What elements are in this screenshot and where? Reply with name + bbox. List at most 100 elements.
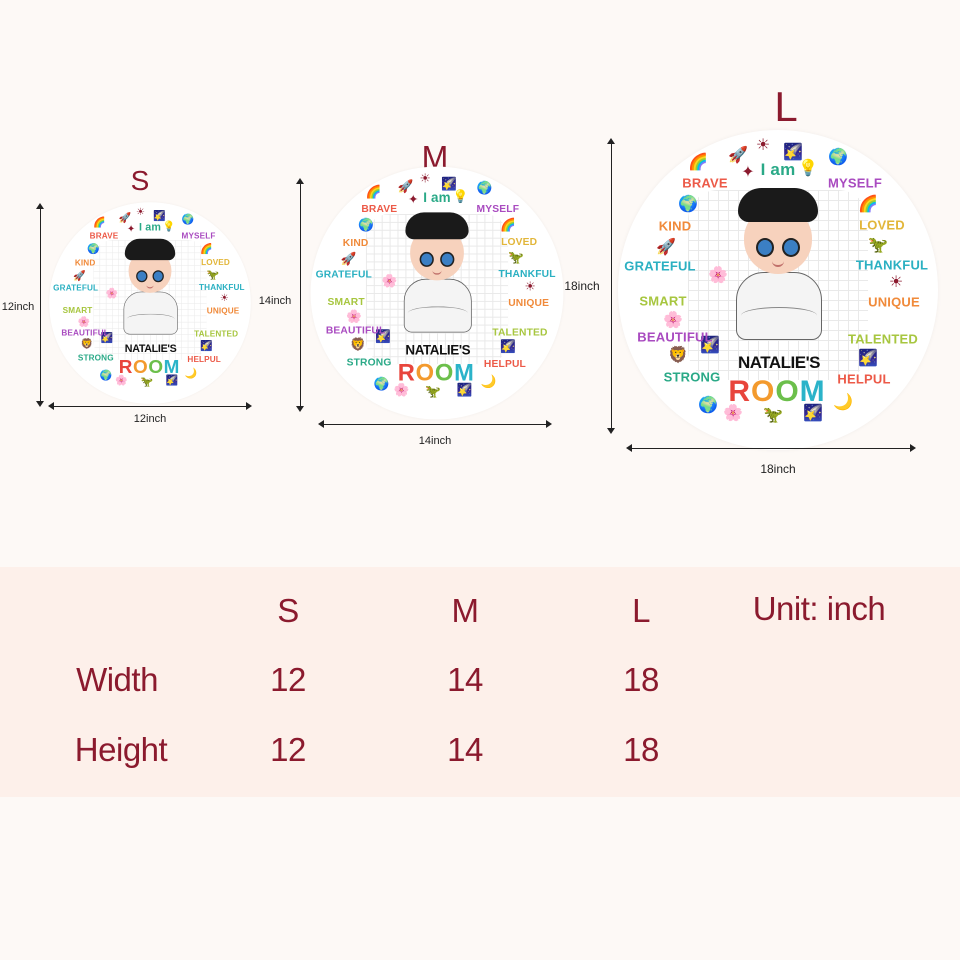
rainbow-icon: 🌈 xyxy=(93,217,106,229)
sign-word: MYSELF xyxy=(828,175,882,191)
sign-room-letter: R xyxy=(728,375,751,408)
sign-word: UNIQUE xyxy=(868,294,920,310)
sign-word: UNIQUE xyxy=(206,305,240,316)
sign-word: BEAUTIFUL xyxy=(637,329,713,345)
sun-icon: ☀ xyxy=(219,292,229,304)
earth-icon: 🌍 xyxy=(476,181,493,196)
height-label-l: 18inch xyxy=(564,279,600,293)
column-header-s: S xyxy=(277,592,299,629)
sign-word: KIND xyxy=(342,236,369,249)
shirt xyxy=(736,272,822,340)
star-icon: ✦ xyxy=(408,193,419,207)
boy-illustration xyxy=(728,188,828,340)
sign-word: KIND xyxy=(658,218,692,234)
dinosaur-icon: 🦖 xyxy=(508,251,524,265)
sign-preview-small: 🌈 🚀 ☀ 🌠 🌍 💡 ✦ 🌍 🌈 🚀 🦖 🌸 ☀ 🌸 🌠 🦁 🌠 🌍 🌸 🦖 🌠 🌙 I am BRAVE MYSELF KIN… xyxy=(49,202,251,404)
sign-word: BRAVE xyxy=(89,230,119,241)
moon-icon: 🌙 xyxy=(184,368,198,380)
earth-icon: 🌍 xyxy=(181,214,195,225)
hair xyxy=(124,238,176,261)
sign-word: HELPUL xyxy=(837,371,891,387)
earth-icon: 🌍 xyxy=(678,196,698,213)
width-arrow-l xyxy=(626,444,916,452)
flower-icon: 🌸 xyxy=(105,288,119,300)
width-value-s: 12 xyxy=(270,661,306,698)
shooting-star-icon: 🌠 xyxy=(440,177,457,192)
earth-icon: 🌍 xyxy=(358,218,374,233)
sign-room: ROOM xyxy=(728,375,825,409)
shooting-star-icon: 🌠 xyxy=(500,340,516,354)
sign-word: STRONG xyxy=(663,369,721,385)
height-arrow-l xyxy=(607,138,615,434)
flower-icon: 🌸 xyxy=(115,375,128,387)
earth-icon: 🌍 xyxy=(698,397,718,414)
rainbow-icon: 🌈 xyxy=(500,218,516,233)
sign-room-letter: O xyxy=(750,375,776,408)
flower-icon: 🌸 xyxy=(77,316,91,328)
sign-word: MYSELF xyxy=(181,230,216,241)
shooting-star-icon: 🌠 xyxy=(165,375,179,387)
width-arrow-m xyxy=(318,420,552,428)
row-label-width: Width xyxy=(76,661,158,698)
star-icon: ✦ xyxy=(126,223,136,235)
sign-word: UNIQUE xyxy=(508,296,550,309)
rainbow-icon: 🌈 xyxy=(200,243,213,255)
flower-icon: 🌸 xyxy=(723,405,743,422)
sign-room-letter: O xyxy=(434,360,455,387)
shooting-star-icon: 🌠 xyxy=(783,144,803,161)
width-value-m: 14 xyxy=(447,661,483,698)
height-label-m: 14inch xyxy=(258,295,292,307)
rocket-icon: 🚀 xyxy=(118,212,132,224)
height-value-l: 18 xyxy=(623,731,659,768)
shooting-star-icon: 🌠 xyxy=(100,332,114,344)
earth-icon: 🌍 xyxy=(828,149,848,166)
height-arrow-s xyxy=(36,203,44,407)
flower-icon: 🌸 xyxy=(708,267,728,284)
shooting-star-icon: 🌠 xyxy=(456,383,473,398)
rocket-icon: 🚀 xyxy=(340,252,357,267)
rocket-icon: 🚀 xyxy=(397,180,414,194)
sign-word: BRAVE xyxy=(361,202,398,215)
dinosaur-icon: 🦖 xyxy=(868,237,888,254)
dinosaur-icon: 🦖 xyxy=(140,376,154,388)
sign-word: TALENTED xyxy=(492,325,548,338)
sign-room-letter: M xyxy=(799,375,826,408)
sign-intro-text: I am xyxy=(760,160,796,179)
sign-word: HELPUL xyxy=(483,357,526,370)
sign-word: STRONG xyxy=(346,355,392,368)
sign-intro-text: I am xyxy=(423,190,451,206)
width-label-l: 18inch xyxy=(760,462,796,476)
sign-word: GRATEFUL xyxy=(624,258,696,274)
shooting-star-icon: 🌠 xyxy=(803,405,823,422)
sign-word: STRONG xyxy=(77,353,114,363)
flower-icon: 🌸 xyxy=(393,383,410,398)
sign-word: THANKFUL xyxy=(199,282,245,292)
sign-word: GRATEFUL xyxy=(53,283,99,293)
width-label-m: 14inch xyxy=(418,435,452,447)
sign-preview-medium: 🌈 🚀 ☀ 🌠 🌍 💡 ✦ 🌍 🌈 🚀 🦖 🌸 ☀ 🌸 🌠 🦁 🌠 🌍 🌸 🦖 🌠 🌙 I am BRAVE MYSELF KIN… xyxy=(310,166,564,420)
rocket-icon: 🚀 xyxy=(728,147,748,164)
width-value-l: 18 xyxy=(623,661,659,698)
lion-icon: 🦁 xyxy=(668,347,688,364)
hair xyxy=(405,212,469,240)
sign-word: SMART xyxy=(639,293,687,309)
sign-intro-text: I am xyxy=(139,221,161,234)
dinosaur-icon: 🦖 xyxy=(206,269,220,281)
flower-icon: 🌸 xyxy=(663,312,683,329)
sign-room-letter: M xyxy=(163,356,181,378)
flower-icon: 🌸 xyxy=(381,274,398,289)
rocket-icon: 🚀 xyxy=(656,239,676,256)
sign-name: NATALIE'S xyxy=(405,342,471,358)
sign-word: LOVED xyxy=(201,257,230,267)
sign-word: LOVED xyxy=(859,217,905,233)
sign-room: ROOM xyxy=(398,360,475,387)
size-letter-l: L xyxy=(774,83,798,130)
sign-word: GRATEFUL xyxy=(315,268,372,280)
sign-word: SMART xyxy=(62,305,93,315)
sign-name: NATALIE'S xyxy=(124,342,177,355)
dinosaur-icon: 🦖 xyxy=(763,407,783,424)
star-icon: ✦ xyxy=(741,164,755,181)
rainbow-icon: 🌈 xyxy=(365,185,382,199)
rocket-icon: 🚀 xyxy=(73,270,86,282)
shirt xyxy=(123,291,178,335)
